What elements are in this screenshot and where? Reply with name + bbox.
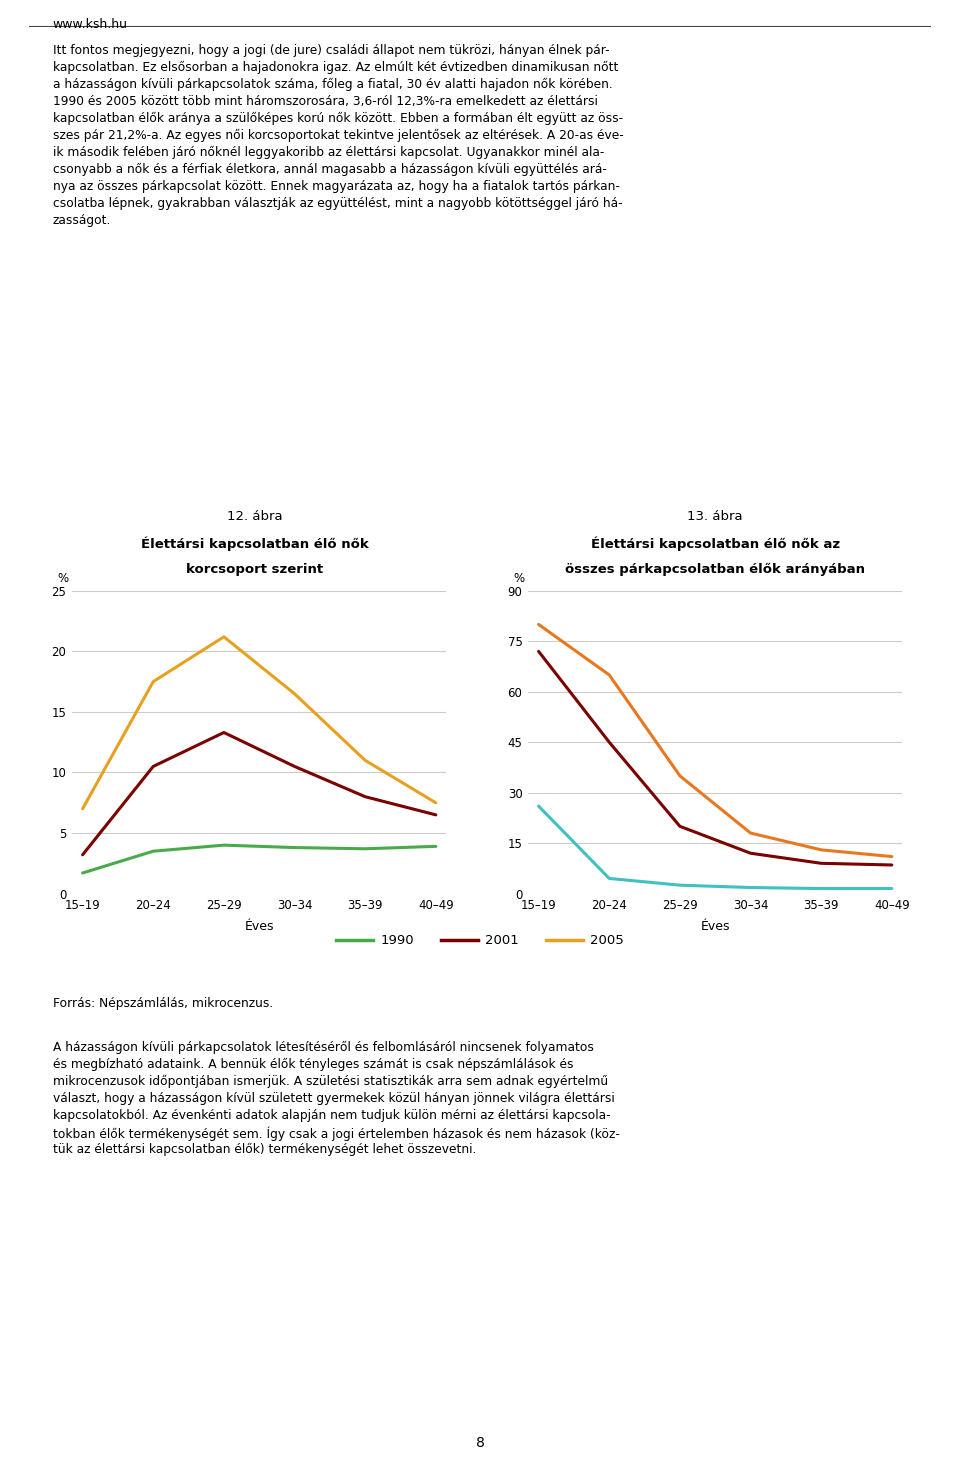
Text: tokban élők termékenységét sem. Így csak a jogi értelemben házasok és nem házaso: tokban élők termékenységét sem. Így csak… — [53, 1127, 619, 1140]
Text: Élettársi kapcsolatban élő nők az: Élettársi kapcsolatban élő nők az — [590, 536, 840, 551]
Text: Éves: Éves — [245, 920, 274, 933]
Text: kapcsolatokból. Az évenkénti adatok alapján nem tudjuk külön mérni az élettársi : kapcsolatokból. Az évenkénti adatok alap… — [53, 1109, 611, 1123]
Text: kapcsolatban élők aránya a szülőképes korú nők között. Ebben a formában élt együ: kapcsolatban élők aránya a szülőképes ko… — [53, 112, 623, 126]
Text: 1990 és 2005 között több mint háromszorosára, 3,6-ról 12,3%-ra emelkedett az éle: 1990 és 2005 között több mint háromszoro… — [53, 95, 598, 108]
Text: 8: 8 — [475, 1437, 485, 1450]
Text: 13. ábra: 13. ábra — [687, 510, 743, 523]
Text: nya az összes párkapcsolat között. Ennek magyarázata az, hogy ha a fiatalok tart: nya az összes párkapcsolat között. Ennek… — [53, 180, 619, 193]
Text: ik második felében járó nőknél leggyakoribb az élettársi kapcsolat. Ugyanakkor m: ik második felében járó nőknél leggyakor… — [53, 146, 604, 160]
Text: tük az élettársi kapcsolatban élők) termékenységét lehet összevetni.: tük az élettársi kapcsolatban élők) term… — [53, 1143, 476, 1156]
Legend: 1990, 2001, 2005: 1990, 2001, 2005 — [330, 929, 630, 953]
Text: mikrocenzusok időpontjában ismerjük. A születési statisztikák arra sem adnak egy: mikrocenzusok időpontjában ismerjük. A s… — [53, 1075, 608, 1089]
Text: és megbízható adataink. A bennük élők tényleges számát is csak népszámlálások és: és megbízható adataink. A bennük élők té… — [53, 1058, 573, 1071]
Text: Forrás: Népszámlálás, mikrocenzus.: Forrás: Népszámlálás, mikrocenzus. — [53, 997, 273, 1010]
Text: zasságot.: zasságot. — [53, 214, 111, 227]
Text: csonyabb a nők és a férfiak életkora, annál magasabb a házasságon kívüli együtté: csonyabb a nők és a férfiak életkora, an… — [53, 164, 607, 176]
Text: Élettársi kapcsolatban élő nők: Élettársi kapcsolatban élő nők — [140, 536, 369, 551]
Text: kapcsolatban. Ez elsősorban a hajadonokra igaz. Az elmúlt két évtizedben dinamik: kapcsolatban. Ez elsősorban a hajadonokr… — [53, 61, 618, 74]
Text: szes pár 21,2%-a. Az egyes női korcsoportokat tekintve jelentősek az eltérések. : szes pár 21,2%-a. Az egyes női korcsopor… — [53, 130, 624, 142]
Text: korcsoport szerint: korcsoport szerint — [186, 563, 323, 576]
Text: %: % — [514, 572, 525, 585]
Text: a házasságon kívüli párkapcsolatok száma, főleg a fiatal, 30 év alatti hajadon n: a házasságon kívüli párkapcsolatok száma… — [53, 78, 612, 92]
Text: választ, hogy a házasságon kívül született gyermekek közül hányan jönnek világra: választ, hogy a házasságon kívül születe… — [53, 1093, 614, 1105]
Text: 12. ábra: 12. ábra — [227, 510, 282, 523]
Text: csolatba lépnek, gyakrabban választják az együttélést, mint a nagyobb kötöttségg: csolatba lépnek, gyakrabban választják a… — [53, 198, 622, 210]
Text: Éves: Éves — [701, 920, 730, 933]
Text: %: % — [58, 572, 69, 585]
Text: összes párkapcsolatban élők arányában: összes párkapcsolatban élők arányában — [565, 563, 865, 576]
Text: www.ksh.hu: www.ksh.hu — [53, 18, 128, 31]
Text: A házasságon kívüli párkapcsolatok létesítéséről és felbomlásáról nincsenek foly: A házasságon kívüli párkapcsolatok létes… — [53, 1041, 593, 1055]
Text: Itt fontos megjegyezni, hogy a jogi (de jure) családi állapot nem tükrözi, hánya: Itt fontos megjegyezni, hogy a jogi (de … — [53, 44, 610, 58]
